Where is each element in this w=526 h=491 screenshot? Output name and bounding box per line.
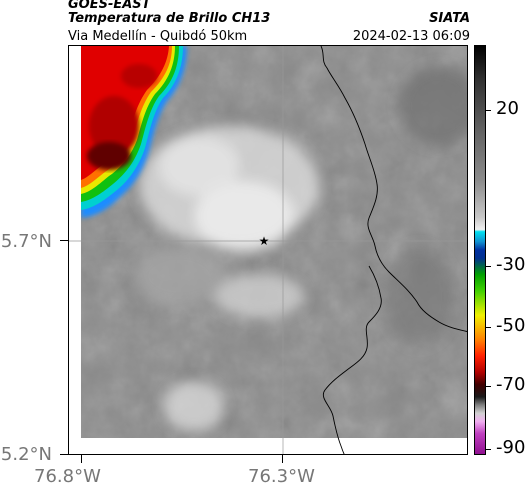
colorbar-tick xyxy=(486,449,491,450)
organization-label: SIATA xyxy=(429,11,470,26)
longitude-tick xyxy=(81,455,82,463)
colorbar-tick xyxy=(486,266,491,267)
colorbar-tick xyxy=(486,110,491,111)
longitude-tick xyxy=(282,455,283,463)
satellite-title: GOES-EAST xyxy=(68,0,151,12)
location-star-icon: ★ xyxy=(259,234,270,248)
cloud-field xyxy=(134,66,467,431)
colorbar-tick xyxy=(486,327,491,328)
timestamp-label: 2024-02-13 06:09 xyxy=(352,29,470,44)
colorbar-label-minus-30: -30 xyxy=(496,254,526,275)
latitude-tick xyxy=(60,454,68,455)
product-title: Temperatura de Brillo CH13 xyxy=(68,11,271,26)
department-border-south xyxy=(322,265,382,454)
longitude-label-76-3: 76.3°W xyxy=(248,466,315,487)
department-border xyxy=(320,46,467,332)
latitude-tick xyxy=(60,240,68,241)
temperature-colorbar xyxy=(474,45,486,455)
satellite-map[interactable]: ★ xyxy=(68,45,468,455)
colorbar-label-minus-50: -50 xyxy=(496,315,526,336)
colorbar-label-20: 20 xyxy=(496,98,519,119)
brightness-temperature-image: ★ xyxy=(69,46,467,454)
colorbar-tick xyxy=(486,386,491,387)
longitude-label-76-8: 76.8°W xyxy=(34,466,101,487)
convective-cloud xyxy=(81,46,187,218)
latitude-label-5-7: 5.7°N xyxy=(0,231,52,252)
colorbar-label-minus-90: -90 xyxy=(496,437,526,458)
latitude-label-5-2: 5.2°N xyxy=(0,444,52,465)
colorbar-label-minus-70: -70 xyxy=(496,374,526,395)
region-subtitle: Via Medellín - Quibdó 50km xyxy=(68,29,248,44)
